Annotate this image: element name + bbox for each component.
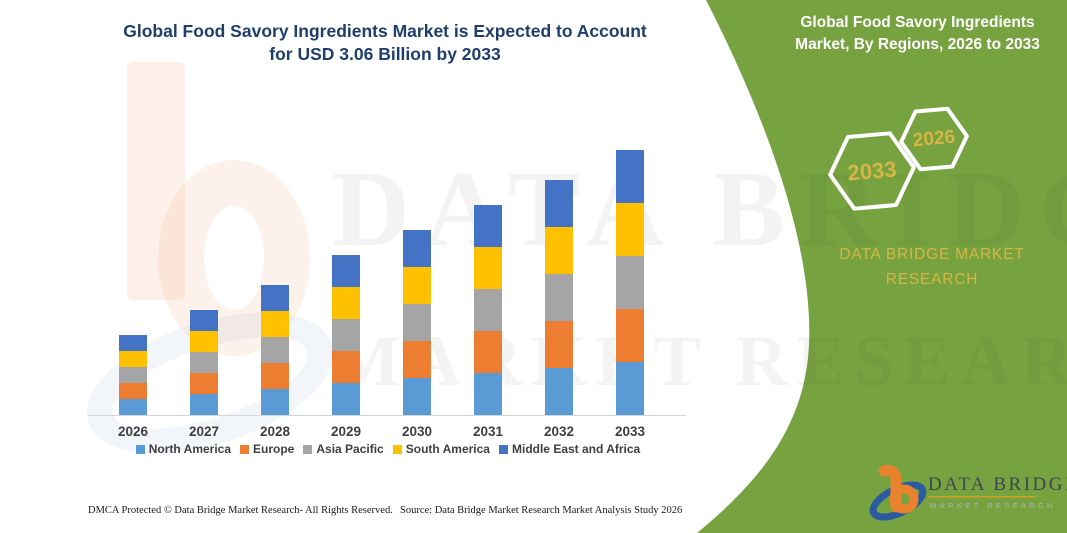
legend-item-asia-pacific: Asia Pacific: [303, 442, 384, 456]
logo-b-bowl-icon: [889, 484, 919, 514]
legend-label: North America: [148, 442, 232, 456]
legend-swatch-icon: [240, 444, 250, 454]
logo-subtext: MARKET RESEARCH: [930, 501, 1056, 510]
bar-segment-south-america-2027: [190, 331, 218, 352]
logo-swoosh-icon: [869, 481, 927, 521]
bar-segment-middle-east-and-africa-2033: [616, 150, 644, 203]
bar-segment-north-america-2028: [261, 389, 289, 415]
bar-segment-europe-2030: [403, 341, 431, 378]
bar-segment-middle-east-and-africa-2032: [545, 180, 573, 227]
bar-segment-south-america-2029: [332, 287, 360, 319]
x-axis-label-2030: 2030: [401, 424, 433, 439]
bar-segment-europe-2033: [616, 309, 644, 362]
legend-item-south-america: South America: [392, 442, 490, 456]
bar-segment-asia-pacific-2033: [616, 256, 644, 309]
bar-segment-north-america-2031: [474, 373, 502, 415]
x-axis-label-2026: 2026: [117, 424, 149, 439]
bar-segment-north-america-2032: [545, 368, 573, 415]
bar-segment-north-america-2029: [332, 383, 360, 415]
brand-text-line1: DATA BRIDGE MARKET: [839, 246, 1025, 263]
bar-segment-north-america-2030: [403, 378, 431, 415]
chart-title-line2: for USD 3.06 Billion by 2033: [269, 44, 501, 65]
logo-wordmark: DATA BRIDGE: [928, 474, 1067, 495]
bar-segment-asia-pacific-2026: [119, 367, 147, 383]
legend-item-north-america: North America: [135, 442, 232, 456]
bar-segment-europe-2026: [119, 383, 147, 399]
bar-segment-middle-east-and-africa-2027: [190, 310, 218, 331]
bar-segment-asia-pacific-2028: [261, 337, 289, 363]
bar-segment-asia-pacific-2029: [332, 319, 360, 351]
bar-segment-north-america-2027: [190, 394, 218, 415]
x-axis-label-2033: 2033: [614, 424, 646, 439]
bar-segment-asia-pacific-2031: [474, 289, 502, 331]
legend-swatch-icon: [392, 444, 402, 454]
bar-segment-south-america-2032: [545, 227, 573, 274]
footer-source-text: Source: Data Bridge Market Research Mark…: [400, 505, 683, 516]
legend-swatch-icon: [498, 444, 508, 454]
legend-item-europe: Europe: [240, 442, 294, 456]
footer-dmca-text: DMCA Protected © Data Bridge Market Rese…: [88, 505, 393, 516]
legend-swatch-icon: [303, 444, 313, 454]
legend-item-middle-east-and-africa: Middle East and Africa: [498, 442, 641, 456]
x-axis-label-2029: 2029: [330, 424, 362, 439]
legend-label: Middle East and Africa: [511, 442, 641, 456]
bar-segment-south-america-2033: [616, 203, 644, 256]
x-axis-label-2031: 2031: [472, 424, 504, 439]
chart-title-line1: Global Food Savory Ingredients Market is…: [123, 21, 647, 41]
bar-segment-south-america-2031: [474, 247, 502, 289]
bar-segment-north-america-2026: [119, 399, 147, 415]
bar-segment-asia-pacific-2030: [403, 304, 431, 341]
bar-segment-europe-2029: [332, 351, 360, 383]
legend-label: Asia Pacific: [316, 442, 384, 456]
logo-underline: [928, 496, 1036, 498]
bar-segment-south-america-2030: [403, 267, 431, 304]
watermark-text-line2: MARKET RESEARCH: [332, 321, 1067, 401]
bar-segment-europe-2031: [474, 331, 502, 373]
bar-segment-south-america-2026: [119, 351, 147, 367]
bar-segment-asia-pacific-2032: [545, 274, 573, 321]
x-axis-line: [88, 415, 686, 416]
bar-segment-middle-east-and-africa-2030: [403, 230, 431, 267]
logo-b-icon: [878, 465, 902, 513]
x-axis-label-2028: 2028: [259, 424, 291, 439]
bar-segment-middle-east-and-africa-2028: [261, 285, 289, 311]
chart-title: Global Food Savory Ingredients Market is…: [95, 20, 675, 66]
x-axis-label-2027: 2027: [188, 424, 220, 439]
bar-segment-europe-2028: [261, 363, 289, 389]
side-panel-title: Global Food Savory Ingredients Market, B…: [795, 14, 1040, 53]
chart-legend: North America Europe Asia Pacific South Ame…: [88, 442, 688, 456]
brand-text-line2: RESEARCH: [885, 270, 979, 288]
bar-segment-north-america-2033: [616, 362, 644, 415]
bar-segment-middle-east-and-africa-2029: [332, 255, 360, 287]
bar-segment-middle-east-and-africa-2026: [119, 335, 147, 351]
side-panel-brand-text: DATA BRIDGE MARKET RESEARCH: [788, 243, 1067, 293]
x-axis-label-2032: 2032: [543, 424, 575, 439]
bar-segment-south-america-2028: [261, 311, 289, 337]
bar-segment-asia-pacific-2027: [190, 352, 218, 373]
bar-segment-europe-2032: [545, 321, 573, 368]
bar-segment-europe-2027: [190, 373, 218, 394]
bar-segment-middle-east-and-africa-2031: [474, 205, 502, 247]
legend-label: Europe: [253, 442, 295, 456]
legend-label: South America: [405, 442, 490, 456]
legend-swatch-icon: [135, 444, 145, 454]
